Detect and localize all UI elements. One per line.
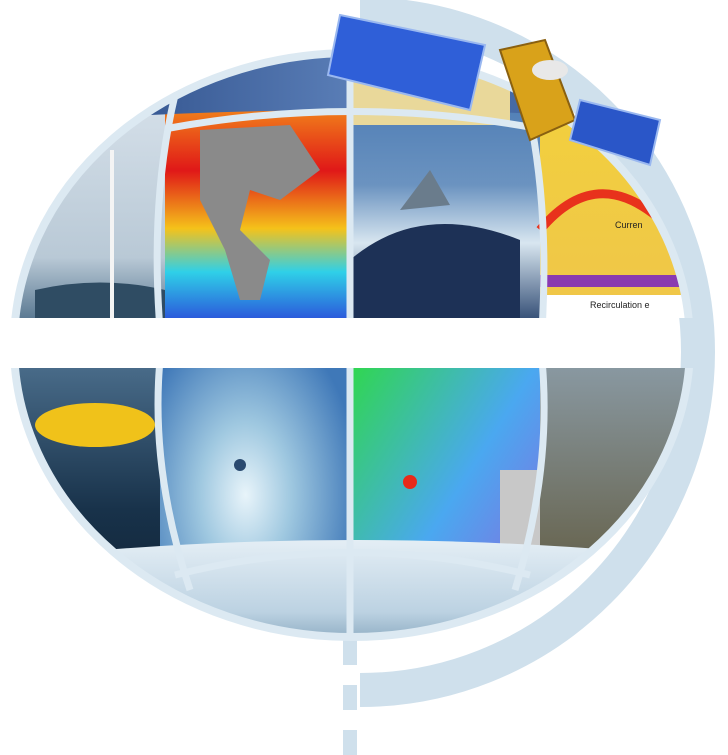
tile-sea xyxy=(35,282,165,318)
ring-dash xyxy=(343,730,357,755)
map-label: Recirculation e xyxy=(590,300,650,310)
tile-legend xyxy=(545,295,690,318)
ring-dash xyxy=(343,640,357,665)
tile-wave xyxy=(350,224,520,318)
tile-buoy-body xyxy=(35,403,155,447)
tile-land xyxy=(200,125,320,300)
globe-lower xyxy=(11,368,693,641)
tile-ship xyxy=(400,170,450,210)
tile-band xyxy=(540,275,690,287)
map-label: Curren xyxy=(615,220,643,230)
satellite xyxy=(326,13,662,167)
tile-hotspot xyxy=(403,475,417,489)
solar-panel xyxy=(326,13,487,112)
solar-panel xyxy=(568,98,662,167)
globe-grid xyxy=(11,368,693,641)
ring-dash xyxy=(343,685,357,710)
tile-eye xyxy=(234,459,246,471)
satellite-dish xyxy=(532,60,568,80)
